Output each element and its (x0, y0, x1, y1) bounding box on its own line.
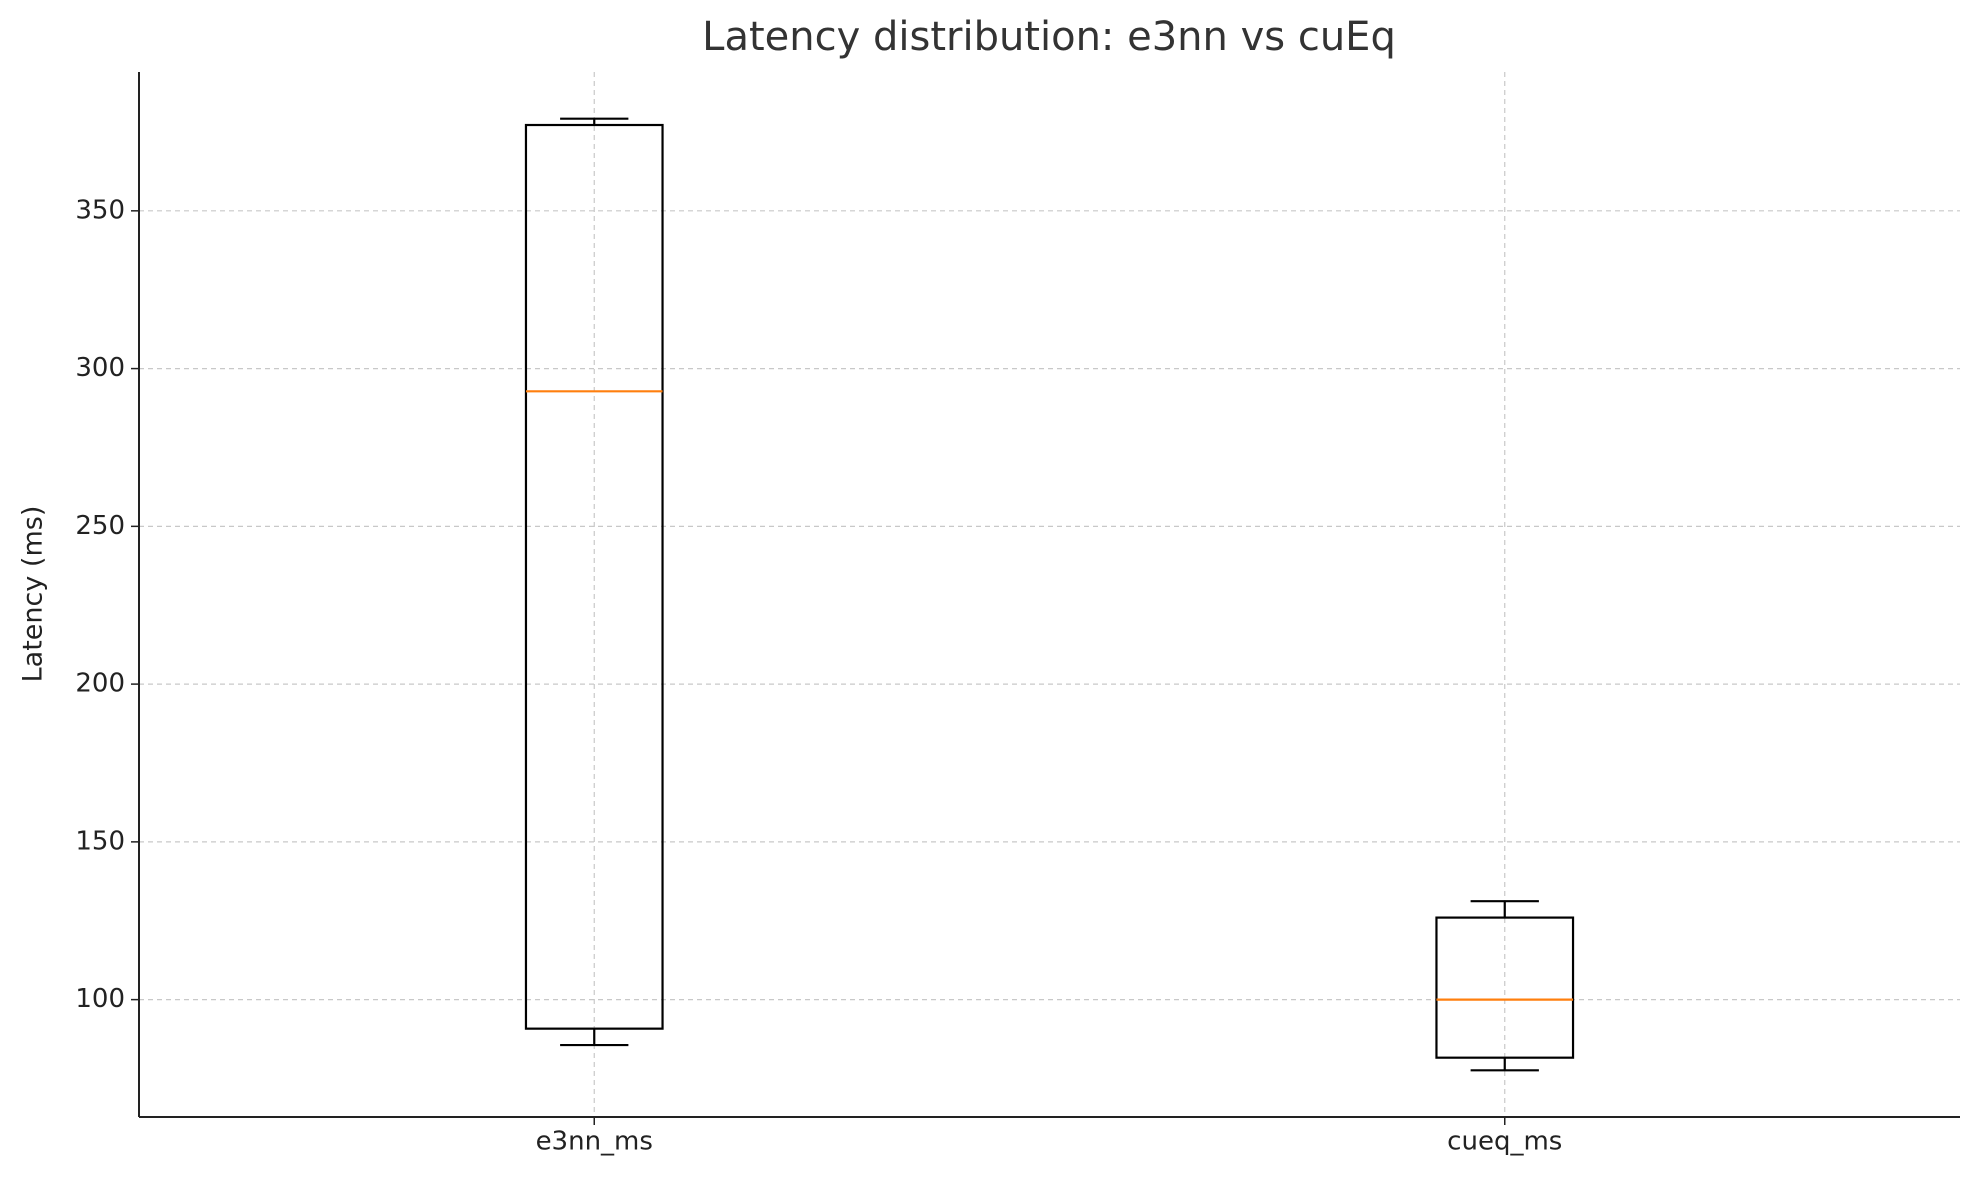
y-axis-label: Latency (ms) (18, 506, 49, 683)
x-tick-label: cueq_ms (1447, 1127, 1562, 1157)
y-tick-label: 150 (75, 826, 125, 856)
y-tick-label: 300 (75, 353, 125, 383)
y-tick-label: 200 (75, 669, 125, 699)
chart-title: Latency distribution: e3nn vs cuEq (702, 14, 1396, 60)
y-tick-label: 100 (75, 984, 125, 1014)
y-tick-label: 350 (75, 195, 125, 225)
y-tick-label: 250 (75, 511, 125, 541)
box (1435, 916, 1575, 1059)
x-tick-label: e3nn_ms (536, 1127, 653, 1157)
box (524, 123, 664, 1030)
